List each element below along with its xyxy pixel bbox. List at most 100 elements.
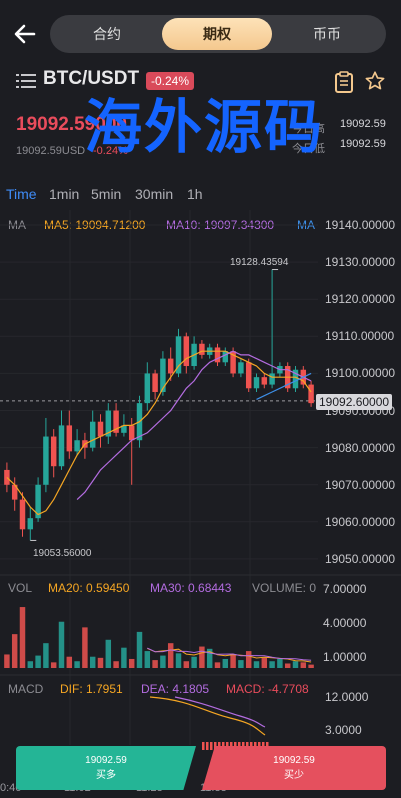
price-axis-label: 19110.00000 [325, 329, 395, 344]
volume-bar [183, 661, 190, 668]
candle-body [152, 373, 158, 392]
price-change-percent: -0.24% [93, 145, 128, 157]
volume-bar [230, 654, 236, 668]
timeframe-5min[interactable]: 5min [91, 186, 122, 202]
candle-body [128, 425, 135, 441]
volume-ma30-line [147, 647, 312, 661]
candle-body [113, 410, 119, 433]
volume-bar [128, 658, 135, 668]
buy-long-button[interactable]: 19092.59 买多 [16, 746, 196, 790]
volume-bar [66, 656, 73, 668]
candle-body [89, 421, 96, 448]
volume-bar [82, 627, 88, 668]
volume-bar [144, 651, 151, 668]
candle-body [261, 377, 268, 385]
macd-dif-line [149, 696, 266, 736]
volume-bar [58, 621, 65, 668]
vol-label: VOL [8, 581, 33, 595]
price-usd: 19092.59USD [16, 145, 86, 157]
macd-dea-line [174, 696, 266, 728]
candle-body [269, 373, 275, 385]
candle-body [222, 351, 229, 363]
volume-bar [261, 657, 268, 668]
volume-bar [105, 639, 112, 668]
price-axis-label: 19050.00000 [325, 551, 396, 566]
candle-body [199, 343, 205, 355]
volume-bar [214, 662, 221, 668]
volume-bar [43, 643, 49, 668]
volume-axis-label: 7.00000 [323, 582, 367, 596]
volume-bar [35, 655, 41, 668]
volume-bar [113, 661, 119, 668]
ma10-line [76, 350, 312, 501]
macd-label: MACD [8, 682, 44, 696]
candle-body [11, 484, 18, 500]
sell-label: 买少 [284, 770, 304, 781]
order-document-icon[interactable] [334, 71, 354, 93]
tab-options[interactable]: 期权 [162, 18, 272, 50]
ma5-line [6, 350, 312, 516]
candle-body [35, 484, 41, 519]
volume-bar [74, 661, 80, 668]
volume-bar [50, 662, 57, 668]
volume-bar [245, 651, 252, 668]
favorite-star-icon[interactable] [364, 70, 386, 92]
ma30-line [256, 372, 312, 400]
timeframe-30min[interactable]: 30min [135, 186, 174, 202]
price-axis-label: 19100.00000 [325, 366, 396, 381]
candle-body [183, 336, 190, 367]
candle-body [144, 373, 151, 404]
candle-body [50, 436, 57, 467]
volume-bar [206, 648, 213, 668]
macd-axis-label: 3.0000 [325, 723, 362, 737]
volume-bar [292, 661, 299, 668]
timeframe-1h[interactable]: 1h [187, 186, 203, 202]
volume-bar [27, 661, 34, 668]
candle-body [160, 358, 166, 392]
sell-short-button[interactable]: 19092.59 买少 [202, 746, 386, 790]
timeframe-1min[interactable]: 1min [49, 186, 80, 202]
watermark-text: 海外源码 [84, 93, 325, 161]
volume-axis-label: 4.00000 [323, 616, 367, 630]
volume-bar [277, 658, 283, 668]
volume-bar [300, 662, 307, 668]
candle-body [121, 425, 127, 433]
volume-bar [269, 661, 275, 668]
volume-value: VOLUME: 0 [252, 581, 317, 595]
price-axis-label: 19060.00000 [325, 514, 396, 529]
candle-body [66, 425, 73, 452]
market-type-tabs: 合约 期权 币币 [50, 15, 386, 53]
macd-histogram-bar [202, 742, 205, 750]
buy-price: 19092.59 [85, 755, 127, 766]
macd-dea-value: DEA: 4.1805 [141, 682, 210, 696]
list-menu-icon[interactable] [16, 72, 36, 90]
volume-bar [238, 660, 244, 668]
low-price-label: 19053.56000 [33, 548, 92, 559]
timeframe-time[interactable]: Time [6, 186, 37, 202]
volume-bar [167, 643, 174, 668]
volume-bar [191, 656, 197, 668]
volume-bar [253, 661, 260, 668]
candle-body [175, 336, 182, 374]
buy-label: 买多 [96, 770, 116, 781]
candle-body [4, 469, 10, 485]
candle-body [27, 518, 34, 530]
current-price-tag: 19092.60000 [316, 394, 393, 410]
tab-spot[interactable]: 币币 [313, 26, 341, 42]
candle-body [245, 362, 252, 389]
back-arrow-icon[interactable] [12, 22, 38, 46]
high-price-label: 19128.43594 [230, 257, 289, 268]
stat-value-high: 19092.59 [340, 118, 386, 130]
volume-bar [308, 664, 314, 668]
price-axis-label: 19120.00000 [325, 292, 396, 307]
change-badge: -0.24% [146, 72, 195, 90]
macd-axis-label: 12.0000 [325, 690, 369, 704]
volume-bar [97, 657, 104, 668]
tab-contract[interactable]: 合约 [93, 26, 121, 42]
trading-pair[interactable]: BTC/USDT [43, 68, 140, 89]
volume-bar [199, 646, 205, 668]
candle-body [58, 425, 65, 467]
macd-dif-value: DIF: 1.7951 [60, 682, 123, 696]
volume-bar [121, 647, 127, 668]
